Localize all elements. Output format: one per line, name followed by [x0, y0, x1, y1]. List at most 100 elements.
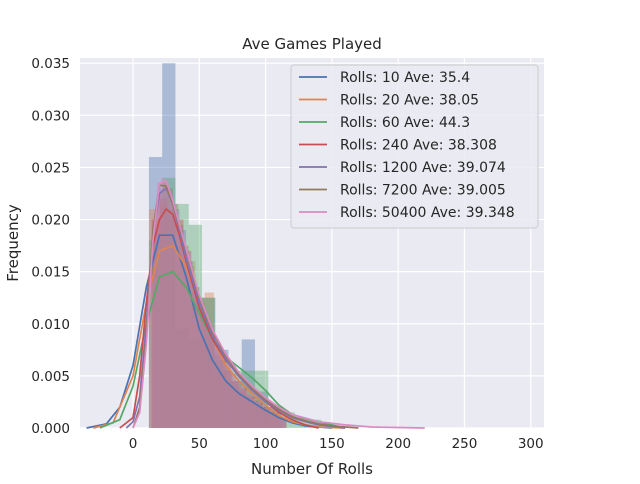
- hist-bar-series-7: [148, 282, 153, 428]
- hist-bar-series-4: [231, 381, 240, 428]
- hist-bar-series-6: [220, 355, 226, 428]
- hist-bar-series-4: [247, 396, 255, 428]
- hist-bar-series-5: [205, 328, 213, 428]
- legend-entry: Rolls: 10 Ave: 35.4: [340, 70, 470, 86]
- hist-bar-series-6: [252, 399, 258, 428]
- hist-bar-series-5: [232, 381, 240, 428]
- hist-bar-series-4: [151, 219, 160, 428]
- hist-bar-series-6: [247, 394, 253, 428]
- legend-entry: Rolls: 240 Ave: 38.308: [340, 138, 497, 154]
- hist-bar-series-1: [175, 328, 189, 428]
- hist-bar-series-7: [208, 331, 213, 428]
- hist-bar-series-2: [251, 396, 261, 428]
- hist-bar-series-7: [200, 311, 205, 428]
- legend-entry: Rolls: 1200 Ave: 39.074: [340, 160, 506, 176]
- hist-bar-series-4: [167, 209, 176, 428]
- hist-bar-series-6: [178, 224, 184, 428]
- hist-bar-series-6: [194, 287, 200, 428]
- hist-bar-series-7: [244, 390, 249, 428]
- hist-bar-series-5: [225, 370, 233, 428]
- x-tick-label: 100: [253, 436, 279, 452]
- hist-bar-series-7: [216, 348, 221, 428]
- hist-bar-series-5: [179, 229, 187, 428]
- hist-bar-series-7: [256, 401, 261, 428]
- hist-bar-series-5: [265, 411, 273, 428]
- hist-bar-series-4: [254, 401, 263, 428]
- hist-bar-series-6: [156, 193, 163, 428]
- chart-title: Ave Games Played: [242, 35, 382, 53]
- hist-bar-series-6: [204, 318, 210, 428]
- kde-line-series-4: [119, 207, 319, 429]
- hist-bar-series-4: [183, 250, 192, 428]
- hist-bar-series-1: [188, 339, 202, 428]
- hist-bar-series-7: [164, 179, 169, 428]
- hist-bar-series-7: [264, 408, 269, 428]
- y-tick-label: 0.030: [31, 108, 70, 124]
- hist-bar-series-4: [207, 334, 216, 428]
- hist-bar-series-7: [272, 413, 277, 428]
- y-tick-label: 0.010: [31, 317, 70, 333]
- hist-bar-series-6: [199, 302, 205, 428]
- hist-bar-series-5: [166, 193, 173, 428]
- hist-bar-series-2: [158, 203, 168, 428]
- hist-bar-series-7: [212, 340, 217, 428]
- hist-bar-series-4: [278, 417, 287, 428]
- hist-bar-series-5: [172, 209, 180, 428]
- hist-bar-series-2: [241, 386, 252, 428]
- hist-bar-series-7: [204, 321, 209, 428]
- legend-entry: Rolls: 20 Ave: 38.05: [340, 93, 479, 109]
- hist-bar-series-7: [252, 398, 257, 428]
- x-tick-label: 250: [452, 436, 478, 452]
- hist-bar-series-5: [239, 388, 246, 428]
- y-tick-label: 0.020: [31, 213, 70, 229]
- y-tick-label: 0.015: [31, 265, 70, 281]
- hist-bar-series-7: [260, 405, 265, 428]
- hist-bar-series-7: [276, 415, 281, 428]
- hist-bar-series-5: [272, 415, 279, 428]
- hist-bar-series-4: [223, 370, 232, 428]
- hist-bar-series-2: [223, 365, 233, 428]
- hist-bar-series-5: [192, 287, 200, 428]
- hist-bar-series-2: [213, 370, 224, 428]
- y-tick-labels: 0.000 0.005 0.010 0.015 0.020 0.025 0.030 0.035: [31, 56, 70, 437]
- hist-bar-series-6: [231, 373, 237, 428]
- hist-bar-series-6: [278, 417, 285, 428]
- hist-bar-series-6: [215, 344, 221, 428]
- hist-bar-series-5: [212, 344, 220, 428]
- hist-bar-series-5: [278, 418, 286, 428]
- hist-bar-series-4: [159, 198, 168, 428]
- hist-bar-series-7: [268, 410, 273, 428]
- hist-bar-series-3: [215, 360, 229, 428]
- hist-bar-series-6: [209, 334, 216, 428]
- hist-bar-series-5: [152, 224, 160, 428]
- x-tick-label: 200: [385, 436, 411, 452]
- hist-bar-series-7: [184, 256, 189, 428]
- hist-bar-series-6: [183, 245, 189, 428]
- hist-bar-series-7: [240, 386, 245, 428]
- hist-bar-series-6: [273, 414, 279, 428]
- hist-bar-series-7: [188, 271, 193, 428]
- hist-bar-series-7: [236, 381, 241, 428]
- hist-bar-series-7: [168, 193, 173, 428]
- hist-bar-series-3: [162, 177, 176, 428]
- x-axis-label: Number Of Rolls: [251, 460, 373, 478]
- hist-bar-series-7: [224, 363, 229, 428]
- hist-bar-series-6: [188, 266, 195, 428]
- hist-bar-series-7: [228, 369, 233, 428]
- hist-bar-series-6: [225, 365, 232, 428]
- x-tick-label: 0: [129, 436, 138, 452]
- hist-bar-series-7: [220, 356, 225, 428]
- hist-bar-series-2: [204, 292, 214, 428]
- hist-bar-series-4: [191, 292, 200, 428]
- hist-bar-series-7: [152, 219, 157, 428]
- y-axis-label: Frequency: [4, 204, 22, 282]
- kde-line-series-2: [93, 244, 346, 429]
- hist-bar-series-6: [167, 188, 173, 428]
- hist-bar-series-4: [215, 355, 224, 428]
- legend-entry: Rolls: 7200 Ave: 39.005: [340, 183, 506, 199]
- hist-bar-series-3: [228, 370, 242, 428]
- hist-bar-series-5: [258, 406, 266, 428]
- hist-bar-series-5: [159, 188, 167, 428]
